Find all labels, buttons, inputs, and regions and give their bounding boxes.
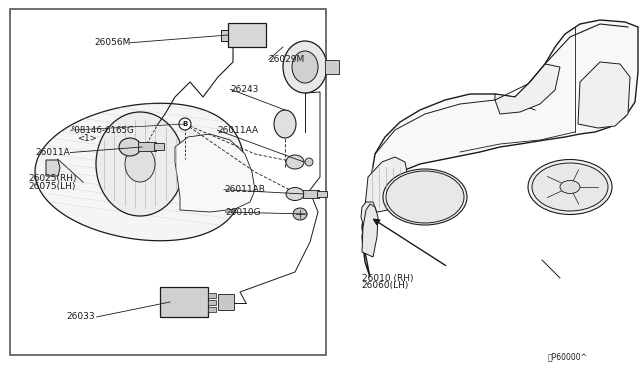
Ellipse shape [286,155,304,169]
Text: 26243: 26243 [230,85,259,94]
Text: 26033: 26033 [66,312,95,321]
Polygon shape [362,20,638,277]
Bar [138,142,156,151]
Polygon shape [46,160,60,176]
Bar [160,287,208,317]
Text: 26025(RH): 26025(RH) [29,174,77,183]
Text: 26075(LH): 26075(LH) [29,182,76,190]
Bar [208,300,216,305]
Bar [208,293,216,298]
Ellipse shape [119,138,141,156]
Bar [208,307,216,312]
Bar [218,294,234,310]
Bar [154,143,164,150]
Ellipse shape [293,208,307,220]
Text: <1>: <1> [77,134,97,143]
Text: 26010G: 26010G [225,208,261,217]
Ellipse shape [305,158,313,166]
Polygon shape [175,134,255,212]
Text: 26011AB: 26011AB [224,185,265,194]
Polygon shape [361,202,376,224]
Text: 26060(LH): 26060(LH) [362,281,409,290]
Text: 〇P60000^: 〇P60000^ [547,352,588,361]
Bar [317,191,327,197]
Ellipse shape [286,187,304,201]
Text: °08146-6165G: °08146-6165G [70,126,134,135]
Polygon shape [495,64,560,114]
Ellipse shape [283,41,327,93]
Polygon shape [578,62,630,128]
Polygon shape [365,157,408,212]
Ellipse shape [125,146,155,182]
Text: 26011AA: 26011AA [218,126,259,135]
Text: B: B [182,121,188,127]
Ellipse shape [532,163,608,211]
Text: 26011A: 26011A [35,148,70,157]
Ellipse shape [383,169,467,225]
Bar [221,30,228,41]
Bar [303,190,319,198]
Text: 26029M: 26029M [269,55,305,64]
Ellipse shape [292,51,318,83]
Polygon shape [362,204,378,257]
Text: 26010 (RH): 26010 (RH) [362,274,413,283]
Ellipse shape [274,110,296,138]
Bar [10,9,326,355]
Bar [325,60,339,74]
Text: 26056M: 26056M [95,38,131,47]
Ellipse shape [560,180,580,193]
Ellipse shape [179,118,191,130]
Ellipse shape [386,171,464,223]
Ellipse shape [528,160,612,215]
Bar [228,23,266,47]
Polygon shape [35,103,245,241]
Ellipse shape [96,112,184,216]
